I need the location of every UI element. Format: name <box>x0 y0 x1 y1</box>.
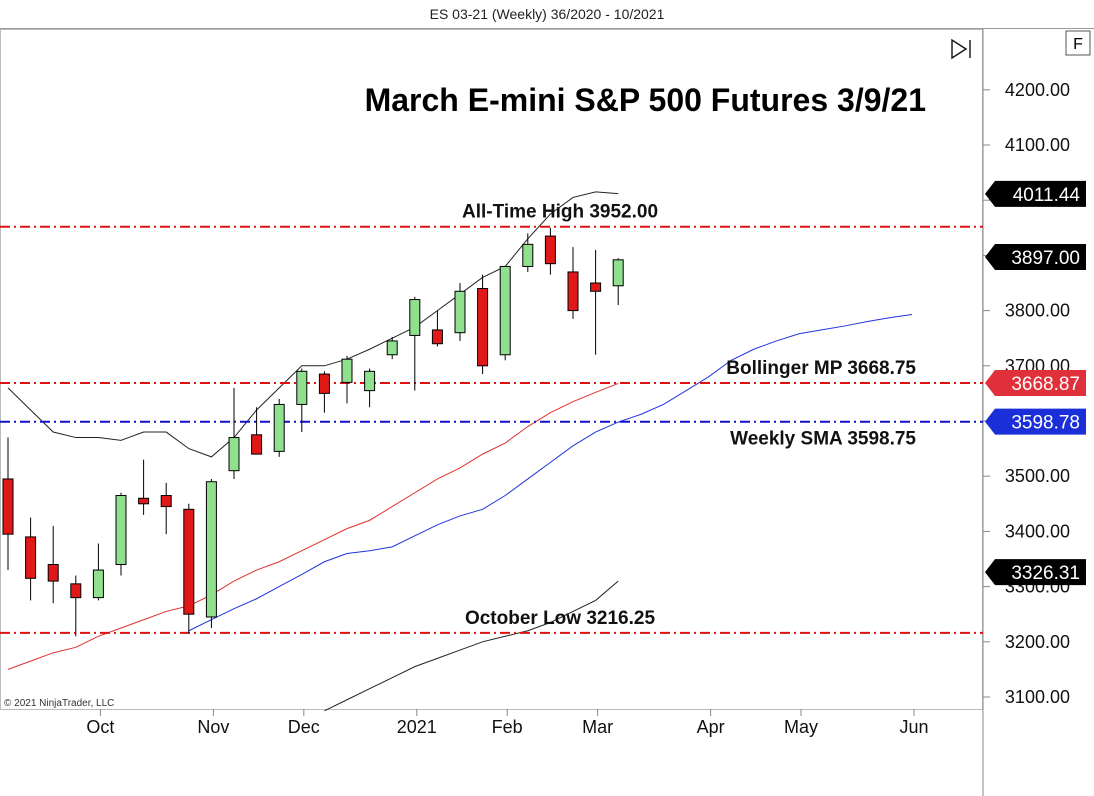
x-tick-label: Dec <box>288 717 320 737</box>
price-badge-label: 3897.00 <box>1011 248 1080 269</box>
chart-title: March E-mini S&P 500 Futures 3/9/21 <box>365 82 926 118</box>
candle-up <box>409 299 421 336</box>
candle-up <box>499 265 511 356</box>
y-tick-label: 3200.00 <box>1005 632 1070 652</box>
sma-line <box>188 313 913 632</box>
candle-down <box>47 564 59 582</box>
x-tick-label: Apr <box>697 717 725 737</box>
candle-up <box>612 259 624 287</box>
candle-down <box>183 508 195 615</box>
candle-down <box>138 497 150 505</box>
candle-down <box>25 536 37 579</box>
x-tick-label: Oct <box>86 717 114 737</box>
price-badge <box>985 244 1086 271</box>
candle-up <box>228 437 240 472</box>
candle-up <box>341 358 353 383</box>
f-button-label: F <box>1073 36 1083 53</box>
f-button[interactable]: F <box>1065 30 1091 56</box>
line-label: October Low 3216.25 <box>465 608 656 629</box>
candle-down <box>567 271 579 312</box>
candle-up <box>115 495 127 566</box>
candle-up <box>205 481 217 618</box>
candlesticks <box>2 227 624 637</box>
candle-down <box>318 373 330 394</box>
candle-down <box>431 329 443 345</box>
candle-down <box>544 235 556 265</box>
candle-down <box>2 478 14 535</box>
candle-up <box>364 370 376 392</box>
y-tick-label: 3500.00 <box>1005 466 1070 486</box>
lower-band-line <box>324 580 619 712</box>
candle-down <box>70 583 82 599</box>
x-tick-label: Nov <box>197 717 229 737</box>
x-tick-label: Mar <box>582 717 613 737</box>
candle-up <box>522 243 534 267</box>
scroll-end-icon[interactable] <box>951 38 971 60</box>
annotations: All-Time High 3952.00 Bollinger MP 3668.7… <box>462 202 916 629</box>
price-badges: 4011.44 3897.00 3668.87 3598.78 3326.31 <box>985 180 1086 586</box>
line-label: Weekly SMA 3598.75 <box>730 429 916 450</box>
instrument-title: ES 03-21 (Weekly) 36/2020 - 10/2021 <box>429 6 665 22</box>
horizontal-lines <box>0 225 983 634</box>
x-tick-label: Jun <box>899 717 928 737</box>
candle-up <box>454 290 466 334</box>
x-tick-label: Feb <box>492 717 523 737</box>
y-tick-label: 3100.00 <box>1005 687 1070 707</box>
price-badge <box>985 180 1086 207</box>
chart-header: ES 03-21 (Weekly) 36/2020 - 10/2021 <box>0 0 1094 29</box>
price-badge <box>985 559 1086 586</box>
price-badge <box>985 369 1086 396</box>
x-tick-label: May <box>784 717 818 737</box>
price-badge-label: 3326.31 <box>1011 563 1080 584</box>
copyright-text: © 2021 NinjaTrader, LLC <box>4 698 114 709</box>
candle-up <box>296 370 308 405</box>
price-badge-label: 3668.87 <box>1011 374 1080 395</box>
candle-down <box>590 282 602 292</box>
candle-up <box>92 569 104 599</box>
candle-up <box>273 403 285 452</box>
x-axis: Oct Nov Dec 2021 Feb Mar Apr May Jun <box>86 709 929 737</box>
y-tick-label: 4200.00 <box>1005 80 1070 100</box>
x-tick-label: 2021 <box>397 717 437 737</box>
y-tick-label: 3400.00 <box>1005 521 1070 541</box>
price-badge <box>985 408 1086 435</box>
price-badge-label: 4011.44 <box>1013 185 1081 206</box>
upper-band-line <box>7 191 619 458</box>
price-badge-label: 3598.78 <box>1011 413 1080 434</box>
y-tick-label: 3800.00 <box>1005 301 1070 321</box>
candle-down <box>251 434 263 455</box>
y-tick-label: 4100.00 <box>1005 135 1070 155</box>
candle-up <box>386 340 398 356</box>
candle-down <box>477 288 489 367</box>
line-label: Bollinger MP 3668.75 <box>726 358 916 379</box>
candle-down <box>160 495 172 508</box>
line-label: All-Time High 3952.00 <box>462 202 658 223</box>
